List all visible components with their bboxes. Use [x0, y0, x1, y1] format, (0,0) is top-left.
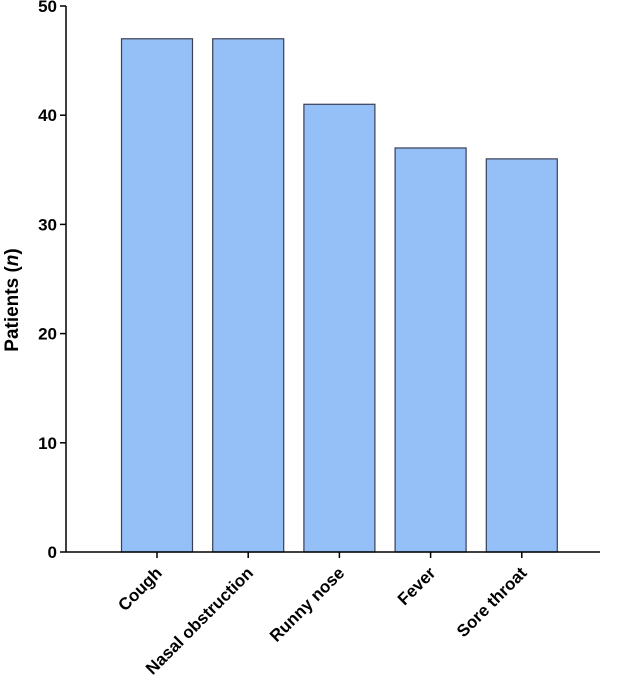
y-axis: 0 10 20 30 40 50	[38, 0, 67, 562]
bar-runny-nose	[303, 103, 376, 553]
y-axis-title: Patients (n)	[2, 248, 23, 351]
y-tick-label-40: 40	[38, 106, 57, 125]
y-tick-label-20: 20	[38, 325, 57, 344]
y-axis-title-main: Patients (	[2, 266, 23, 352]
bar-sore-throat	[485, 158, 558, 553]
x-tick-label-fever: Fever	[394, 563, 440, 609]
y-tick-label-50: 50	[38, 0, 57, 16]
y-tick-label-0: 0	[48, 543, 57, 562]
bar-cough	[120, 38, 194, 553]
y-axis-title-close: )	[2, 248, 23, 254]
bar-fever	[394, 147, 467, 553]
y-tick-label-30: 30	[38, 215, 57, 234]
y-tick-label-10: 10	[38, 434, 57, 453]
x-tick-label-runny-nose: Runny nose	[266, 563, 348, 645]
x-tick-label-sore-throat: Sore throat	[453, 563, 531, 641]
x-tick-label-cough: Cough	[114, 563, 165, 614]
bar-nasal-obstruction	[212, 38, 285, 553]
y-axis-title-italic: n	[2, 255, 23, 267]
bars-group	[120, 38, 558, 553]
